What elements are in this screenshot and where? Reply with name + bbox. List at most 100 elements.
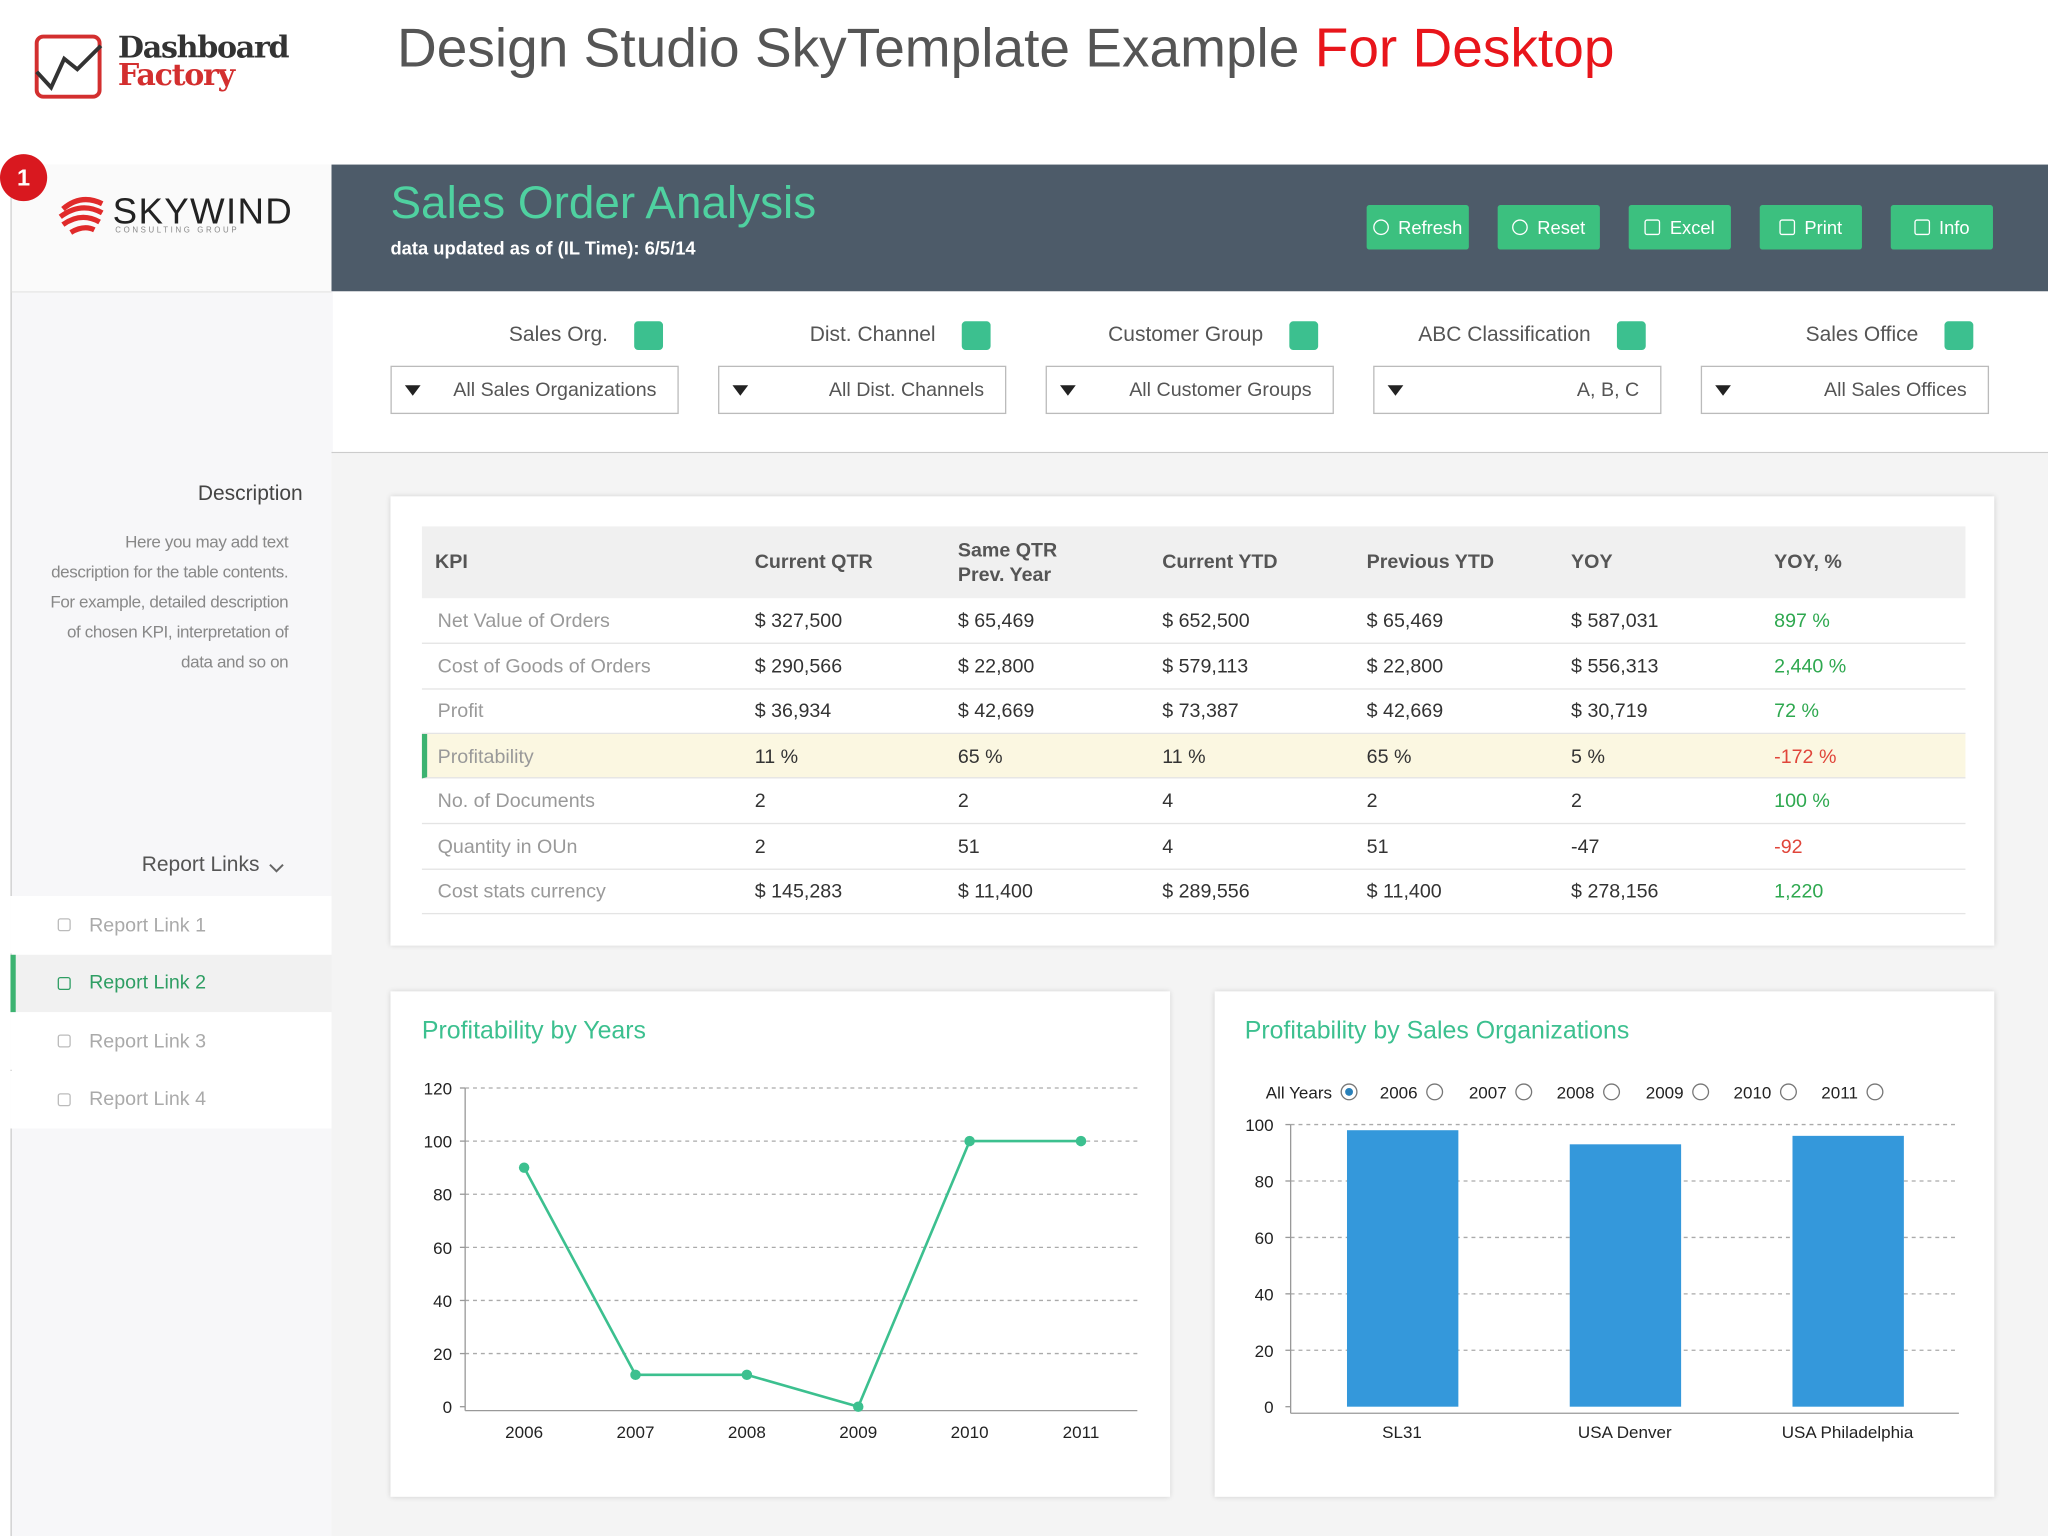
table-header (421, 526, 1966, 599)
link-icon (57, 1092, 71, 1106)
table-cell: 51 (957, 835, 980, 858)
table-cell: $ 65,469 (1366, 609, 1444, 633)
x-tick-label: 2008 (728, 1423, 766, 1442)
table-cell: 72 % (1774, 700, 1819, 723)
link-icon (57, 1034, 71, 1048)
y-tick-label: 120 (424, 1080, 452, 1099)
bar (1346, 1130, 1459, 1407)
table-cell: Cost stats currency (437, 880, 606, 903)
toolbar-button[interactable]: Excel (1628, 205, 1731, 250)
table-row (421, 778, 1966, 825)
radio[interactable] (1515, 1083, 1533, 1101)
radio-label[interactable]: All Years (1266, 1083, 1332, 1102)
y-tick-label: 100 (1245, 1116, 1273, 1135)
link-label: Report Link 1 (89, 913, 207, 936)
link-label: Report Link 3 (89, 1029, 207, 1053)
table-cell: Profitability (437, 745, 534, 768)
radio[interactable] (1692, 1083, 1710, 1101)
radio[interactable] (1426, 1083, 1444, 1101)
radio-label[interactable]: 2006 (1380, 1083, 1418, 1102)
radio-label[interactable]: 2010 (1734, 1083, 1772, 1102)
radio[interactable] (1866, 1083, 1884, 1101)
y-tick-label: 60 (1255, 1229, 1274, 1248)
report-link[interactable]: Report Link 3 (10, 1012, 332, 1070)
radio-label[interactable]: 2011 (1821, 1083, 1858, 1102)
table-cell: Quantity in OUn (437, 835, 578, 858)
button-icon (1914, 219, 1930, 236)
toolbar-button[interactable]: Info (1890, 205, 1993, 250)
y-tick-label: 100 (424, 1133, 452, 1152)
dashboard-subtitle: data updated as of (IL Time): 6/5/14 (390, 237, 696, 259)
table-cell: 100 % (1774, 790, 1830, 813)
table-cell: 2,440 % (1774, 655, 1847, 678)
table-row (421, 598, 1966, 644)
toolbar-button[interactable]: Print (1759, 205, 1862, 250)
table-cell: $ 145,283 (754, 880, 843, 903)
report-links-title[interactable]: Report Links (141, 854, 260, 877)
table-cell: $ 73,387 (1162, 700, 1239, 723)
radio-dot (1345, 1087, 1353, 1096)
y-tick-label: 0 (443, 1398, 452, 1417)
x-tick-label: 2006 (505, 1423, 543, 1442)
y-tick-label: 60 (433, 1239, 452, 1258)
table-cell: No. of Documents (437, 790, 595, 813)
table-cell: 2 (754, 835, 766, 858)
column-header: Same QTR Prev. Year (957, 539, 1058, 587)
y-tick-label: 80 (1255, 1173, 1274, 1192)
point (741, 1369, 753, 1381)
page-title: Design Studio SkyTemplate Example For De… (397, 17, 1614, 80)
filter-icon (1289, 321, 1319, 351)
table-row (421, 643, 1966, 689)
filter-label: Sales Office (1805, 323, 1919, 347)
badge: 1 (0, 154, 48, 202)
point (518, 1162, 530, 1173)
radio[interactable] (1779, 1083, 1797, 1101)
filter-dropdown[interactable]: All Dist. Channels (718, 365, 1007, 415)
table-cell: 65 % (1366, 745, 1412, 768)
y-tick-label: 80 (433, 1186, 452, 1205)
line-chart-card (390, 991, 1171, 1497)
point (853, 1401, 864, 1412)
logo-icon (34, 34, 103, 99)
table-cell: 4 (1162, 835, 1174, 858)
filter-dropdown[interactable]: All Sales Offices (1700, 365, 1990, 415)
brand-tagline: CONSULTING GROUP (115, 227, 240, 236)
report-link[interactable]: Report Link 4 (10, 1070, 332, 1128)
link-icon (57, 918, 71, 932)
radio-label[interactable]: 2007 (1469, 1083, 1507, 1102)
divider (331, 451, 2048, 454)
radio-label[interactable]: 2008 (1557, 1083, 1595, 1102)
filter-dropdown[interactable]: All Customer Groups (1045, 365, 1334, 415)
table-cell: $ 36,934 (754, 700, 832, 723)
column-header: KPI (435, 551, 468, 574)
table-cell: $ 11,400 (957, 880, 1033, 903)
x-tick-label: USA Philadelphia (1782, 1423, 1914, 1442)
table-cell: $ 327,500 (754, 609, 843, 633)
filter-dropdown[interactable]: All Sales Organizations (390, 365, 679, 415)
logo-line: Factory (117, 57, 235, 93)
table-cell: $ 290,566 (754, 655, 843, 678)
dashboard-title: Sales Order Analysis (390, 177, 817, 229)
toolbar-button[interactable]: Reset (1497, 205, 1600, 250)
table-row (421, 824, 1966, 870)
radio[interactable] (1603, 1083, 1621, 1101)
point (630, 1369, 641, 1381)
button-icon (1779, 219, 1796, 236)
button-icon (1373, 219, 1389, 236)
y-tick-label: 40 (433, 1292, 452, 1311)
filter-label: ABC Classification (1418, 323, 1591, 347)
table-cell: $ 11,400 (1366, 880, 1442, 903)
radio-label[interactable]: 2009 (1646, 1083, 1684, 1102)
x-tick-label: USA Denver (1578, 1423, 1672, 1442)
table-cell: $ 556,313 (1571, 655, 1659, 678)
toolbar-button[interactable]: Refresh (1366, 205, 1469, 250)
report-link[interactable]: Report Link 2 (10, 954, 332, 1012)
table-cell: $ 587,031 (1571, 609, 1659, 633)
table-cell: 5 % (1571, 745, 1605, 768)
link-icon (57, 976, 71, 990)
bar (1792, 1135, 1904, 1407)
point (964, 1135, 975, 1147)
report-link[interactable]: Report Link 1 (10, 895, 332, 954)
filter-dropdown[interactable]: A, B, C (1373, 365, 1662, 415)
